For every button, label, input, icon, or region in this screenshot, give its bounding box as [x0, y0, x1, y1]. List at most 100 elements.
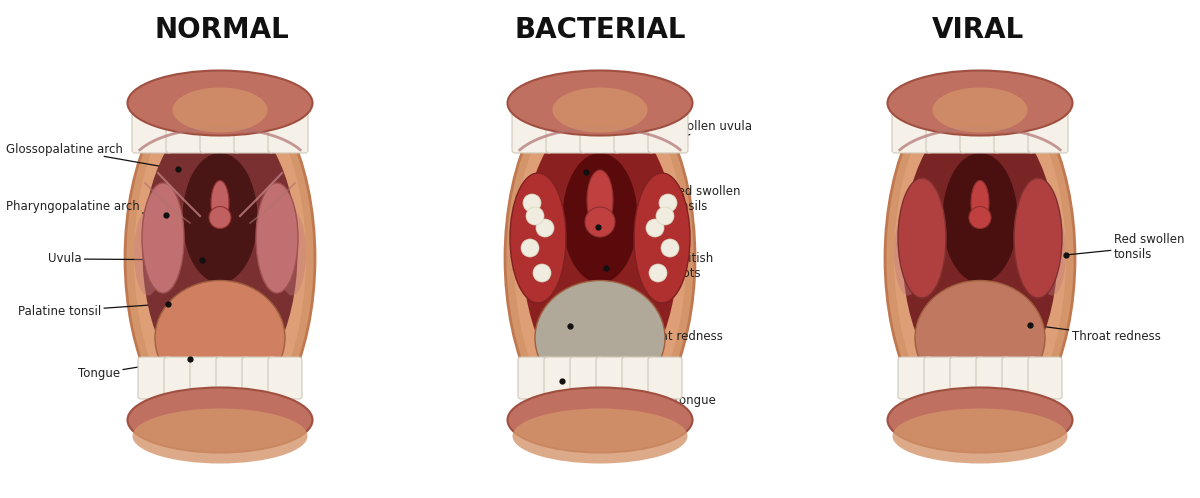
- Circle shape: [646, 219, 664, 237]
- Ellipse shape: [893, 408, 1068, 464]
- FancyBboxPatch shape: [512, 103, 552, 153]
- Circle shape: [661, 239, 679, 257]
- Text: BACTERIAL: BACTERIAL: [515, 16, 685, 44]
- FancyBboxPatch shape: [200, 103, 240, 153]
- FancyBboxPatch shape: [166, 103, 206, 153]
- Circle shape: [521, 239, 539, 257]
- FancyBboxPatch shape: [234, 103, 274, 153]
- Text: Gray furry tongue: Gray furry tongue: [564, 381, 715, 407]
- Ellipse shape: [552, 88, 648, 132]
- Ellipse shape: [134, 211, 162, 295]
- FancyBboxPatch shape: [648, 103, 688, 153]
- FancyBboxPatch shape: [190, 357, 224, 399]
- Text: Throat redness: Throat redness: [1032, 325, 1160, 343]
- Ellipse shape: [894, 82, 1066, 434]
- Text: Palatine tonsil: Palatine tonsil: [18, 304, 166, 318]
- FancyBboxPatch shape: [518, 357, 552, 399]
- Ellipse shape: [916, 280, 1045, 395]
- FancyBboxPatch shape: [960, 103, 1000, 153]
- Ellipse shape: [127, 387, 312, 453]
- Ellipse shape: [508, 387, 692, 453]
- Circle shape: [659, 194, 677, 212]
- Ellipse shape: [256, 183, 298, 293]
- FancyBboxPatch shape: [596, 357, 630, 399]
- Text: Whitish
spots: Whitish spots: [608, 252, 714, 280]
- FancyBboxPatch shape: [1028, 103, 1068, 153]
- Ellipse shape: [902, 111, 1057, 395]
- FancyBboxPatch shape: [898, 357, 932, 399]
- FancyBboxPatch shape: [976, 357, 1010, 399]
- Text: VIRAL: VIRAL: [932, 16, 1024, 44]
- Text: Tongue: Tongue: [78, 359, 187, 380]
- Circle shape: [533, 264, 551, 282]
- Ellipse shape: [940, 313, 1020, 373]
- Ellipse shape: [132, 408, 307, 464]
- Ellipse shape: [563, 153, 637, 283]
- FancyBboxPatch shape: [132, 103, 172, 153]
- FancyBboxPatch shape: [268, 103, 308, 153]
- Circle shape: [523, 194, 541, 212]
- Ellipse shape: [143, 111, 298, 395]
- FancyBboxPatch shape: [164, 357, 198, 399]
- Ellipse shape: [971, 180, 989, 226]
- Ellipse shape: [125, 73, 314, 443]
- Text: Red swollen
tonsils: Red swollen tonsils: [600, 185, 740, 226]
- Ellipse shape: [514, 211, 542, 295]
- FancyBboxPatch shape: [622, 357, 656, 399]
- Ellipse shape: [134, 82, 306, 434]
- FancyBboxPatch shape: [614, 103, 654, 153]
- Ellipse shape: [522, 111, 678, 395]
- Ellipse shape: [634, 173, 690, 303]
- FancyBboxPatch shape: [994, 103, 1034, 153]
- FancyBboxPatch shape: [580, 103, 620, 153]
- FancyBboxPatch shape: [892, 103, 932, 153]
- Ellipse shape: [942, 153, 1018, 283]
- Circle shape: [586, 207, 616, 237]
- Ellipse shape: [514, 82, 686, 434]
- Circle shape: [526, 207, 544, 225]
- FancyBboxPatch shape: [926, 103, 966, 153]
- Ellipse shape: [888, 71, 1073, 135]
- Ellipse shape: [155, 280, 286, 395]
- Ellipse shape: [658, 211, 686, 295]
- Circle shape: [536, 219, 554, 237]
- Text: Swollen uvula: Swollen uvula: [588, 121, 751, 171]
- Ellipse shape: [560, 313, 640, 373]
- Ellipse shape: [211, 180, 229, 226]
- Ellipse shape: [512, 408, 688, 464]
- Ellipse shape: [886, 73, 1075, 443]
- Text: Throat redness: Throat redness: [572, 327, 722, 343]
- FancyBboxPatch shape: [1028, 357, 1062, 399]
- Ellipse shape: [587, 170, 613, 230]
- Ellipse shape: [535, 280, 665, 395]
- Ellipse shape: [127, 71, 312, 135]
- Ellipse shape: [180, 313, 260, 373]
- Circle shape: [649, 264, 667, 282]
- Ellipse shape: [508, 71, 692, 135]
- Ellipse shape: [173, 88, 268, 132]
- FancyBboxPatch shape: [648, 357, 682, 399]
- FancyBboxPatch shape: [268, 357, 302, 399]
- Ellipse shape: [510, 173, 566, 303]
- FancyBboxPatch shape: [216, 357, 250, 399]
- Text: NORMAL: NORMAL: [155, 16, 289, 44]
- Ellipse shape: [1014, 178, 1062, 298]
- Ellipse shape: [142, 183, 184, 293]
- FancyBboxPatch shape: [924, 357, 958, 399]
- FancyBboxPatch shape: [544, 357, 578, 399]
- Text: Glossopalatine arch: Glossopalatine arch: [6, 143, 175, 169]
- Ellipse shape: [1038, 211, 1066, 295]
- Text: Pharyngopalatine arch: Pharyngopalatine arch: [6, 200, 163, 215]
- FancyBboxPatch shape: [242, 357, 276, 399]
- FancyBboxPatch shape: [570, 357, 604, 399]
- FancyBboxPatch shape: [1002, 357, 1036, 399]
- Circle shape: [656, 207, 674, 225]
- Ellipse shape: [932, 88, 1027, 132]
- FancyBboxPatch shape: [546, 103, 586, 153]
- FancyBboxPatch shape: [138, 357, 172, 399]
- Ellipse shape: [894, 211, 922, 295]
- Circle shape: [209, 207, 230, 229]
- Ellipse shape: [278, 211, 306, 295]
- Text: Red swollen
tonsils: Red swollen tonsils: [1068, 233, 1184, 260]
- Text: Uvula: Uvula: [48, 252, 199, 265]
